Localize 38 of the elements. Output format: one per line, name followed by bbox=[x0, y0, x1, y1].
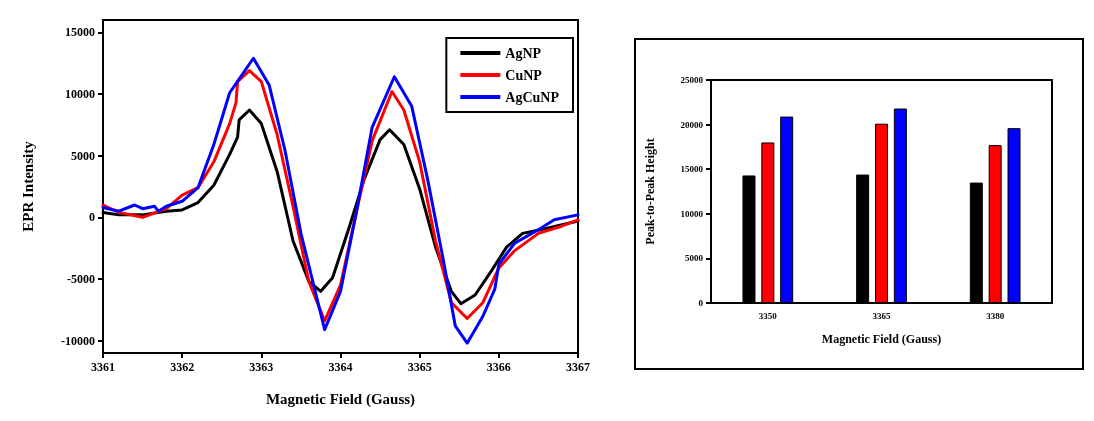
x-tick-label: 3380 bbox=[986, 310, 1005, 321]
bar bbox=[1007, 128, 1021, 303]
bar bbox=[856, 174, 870, 303]
x-tick-label: 3364 bbox=[328, 360, 353, 374]
x-tick-label: 3361 bbox=[91, 360, 115, 374]
y-tick-label: 15000 bbox=[65, 25, 95, 40]
y-tick-label: 10000 bbox=[65, 87, 95, 101]
y-tick-label: -5000 bbox=[67, 272, 95, 286]
y-axis-title: Peak-to-Peak Height bbox=[643, 138, 657, 245]
x-tick-label: 3362 bbox=[170, 360, 195, 374]
x-tick-label: 3366 bbox=[486, 360, 511, 374]
x-axis-title: Magnetic Field (Gauss) bbox=[821, 332, 942, 346]
y-axis-title: EPR Intensity bbox=[19, 140, 36, 232]
bar bbox=[742, 175, 756, 303]
legend-label: AgNP bbox=[505, 45, 542, 61]
bar bbox=[969, 182, 983, 303]
bar bbox=[893, 108, 907, 303]
x-tick-label: 3350 bbox=[758, 310, 778, 321]
legend-label: AgCuNP bbox=[505, 89, 560, 105]
y-tick-label: 25000 bbox=[680, 75, 704, 85]
y-tick-label: 20000 bbox=[680, 119, 704, 130]
x-tick-label: 3363 bbox=[249, 360, 274, 374]
y-tick-label: 0 bbox=[698, 298, 704, 308]
y-tick-label: 10000 bbox=[680, 208, 704, 219]
x-tick-label: 3367 bbox=[566, 360, 590, 374]
y-tick-label: -10000 bbox=[61, 333, 95, 348]
bar bbox=[875, 123, 888, 303]
bar bbox=[988, 145, 1002, 303]
y-tick-label: 5000 bbox=[685, 253, 704, 264]
x-tick-label: 3365 bbox=[872, 310, 891, 321]
y-tick-label: 15000 bbox=[680, 164, 704, 175]
bar bbox=[761, 142, 775, 303]
y-tick-label: 0 bbox=[89, 210, 95, 225]
bar bbox=[780, 116, 794, 303]
x-axis-title: Magnetic Field (Gauss) bbox=[265, 390, 416, 408]
x-tick-label: 3365 bbox=[407, 360, 432, 374]
y-tick-label: 5000 bbox=[71, 148, 95, 163]
legend-label: CuNP bbox=[505, 67, 543, 83]
